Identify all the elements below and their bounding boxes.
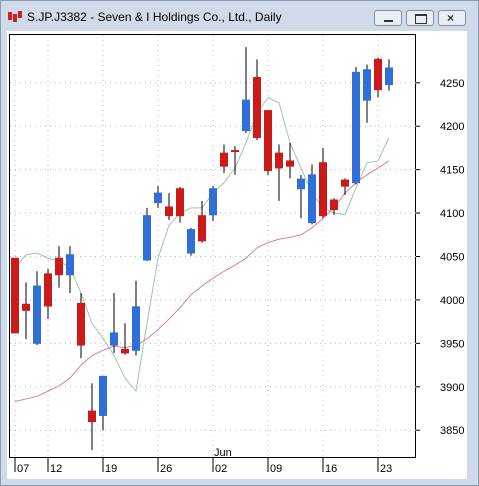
candle-body bbox=[143, 215, 151, 261]
candle-body bbox=[187, 229, 195, 254]
candle-body bbox=[209, 188, 217, 216]
candle-body bbox=[66, 254, 74, 276]
candle-body bbox=[319, 162, 327, 217]
y-tick-label: 4250 bbox=[440, 78, 464, 90]
candle-body bbox=[99, 375, 107, 416]
x-tick-label: 02 bbox=[215, 463, 227, 475]
candle-body bbox=[341, 179, 349, 187]
close-button[interactable]: × bbox=[438, 10, 466, 26]
candle-body bbox=[308, 174, 316, 224]
x-tick-label: 26 bbox=[160, 463, 172, 475]
y-tick-label: 4150 bbox=[440, 165, 464, 177]
candle-body bbox=[286, 160, 294, 167]
x-tick-label: 12 bbox=[50, 463, 62, 475]
candle-body bbox=[88, 410, 96, 423]
candle-body bbox=[44, 273, 52, 307]
y-tick-label: 3950 bbox=[440, 338, 464, 350]
candle-body bbox=[11, 257, 19, 334]
month-label: Jun bbox=[214, 447, 232, 459]
chart-background bbox=[7, 31, 467, 479]
candle-body bbox=[176, 188, 184, 217]
candle-body bbox=[297, 178, 305, 190]
candle-body bbox=[363, 69, 371, 101]
x-tick-label: 16 bbox=[325, 463, 337, 475]
candle-body bbox=[121, 348, 129, 354]
candle-body bbox=[132, 306, 140, 351]
candle-body bbox=[110, 332, 118, 346]
chart: 3850 3900 3950 4000 4050 4100 4150 4200 4250 07 12… bbox=[7, 31, 467, 479]
candle-body bbox=[55, 257, 63, 276]
candle-body bbox=[220, 152, 228, 167]
candle-body bbox=[22, 303, 30, 311]
candle-body bbox=[77, 302, 85, 346]
window-title: S.JP.J3382 - Seven & I Holdings Co., Ltd… bbox=[27, 10, 282, 24]
candle-body bbox=[352, 71, 360, 184]
y-tick-label: 4000 bbox=[440, 295, 464, 307]
candle-body bbox=[264, 110, 272, 171]
candle-body bbox=[242, 99, 250, 132]
candle-body bbox=[154, 192, 162, 204]
candle-body bbox=[253, 77, 261, 138]
x-tick-label: 23 bbox=[380, 463, 392, 475]
minimize-button[interactable] bbox=[374, 10, 402, 26]
y-tick-label: 4050 bbox=[440, 251, 464, 263]
y-tick-label: 4200 bbox=[440, 121, 464, 133]
x-tick-label: 09 bbox=[270, 463, 282, 475]
candle-body bbox=[231, 150, 239, 153]
y-tick-label: 3850 bbox=[440, 425, 464, 437]
y-tick-label: 3900 bbox=[440, 382, 464, 394]
candle-body bbox=[374, 58, 382, 91]
x-tick-label: 19 bbox=[105, 463, 117, 475]
app-icon bbox=[8, 11, 22, 22]
y-tick-label: 4100 bbox=[440, 208, 464, 220]
candle-body bbox=[275, 152, 283, 169]
candle-body bbox=[385, 67, 393, 86]
maximize-button[interactable] bbox=[406, 10, 434, 26]
plot-frame bbox=[9, 34, 416, 458]
candle-body bbox=[33, 285, 41, 344]
title-bar: S.JP.J3382 - Seven & I Holdings Co., Ltd… bbox=[1, 1, 478, 31]
candle-body bbox=[165, 206, 173, 217]
candle-body bbox=[198, 215, 206, 242]
candle-body bbox=[330, 199, 338, 211]
x-tick-label: 07 bbox=[17, 463, 29, 475]
